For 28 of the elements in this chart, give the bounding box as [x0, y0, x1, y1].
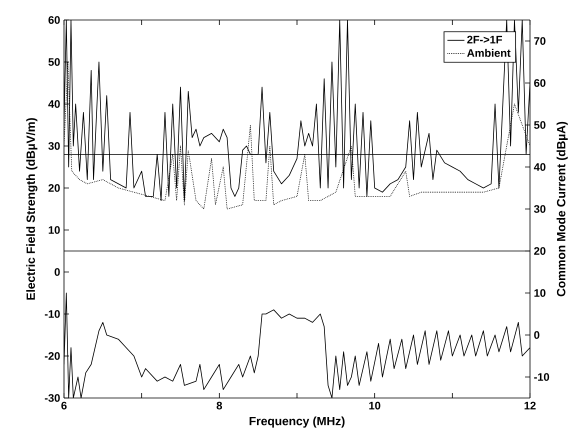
y2-tick-label: 30 [534, 205, 546, 213]
y2-axis-title: Common Mode Current (dBµA) [556, 122, 568, 296]
y-tick-label: -10 [44, 310, 60, 318]
y2-tick-label: -10 [534, 373, 550, 381]
y2-tick-label: 20 [534, 247, 546, 255]
y-tick-label: -20 [44, 352, 60, 360]
y-tick-label: 20 [48, 184, 60, 192]
x-tick-label: 12 [524, 402, 536, 410]
y-tick-label: 40 [48, 100, 60, 108]
legend-label: 2F->1F [467, 36, 502, 44]
y2-tick-label: 50 [534, 121, 546, 129]
legend-label: Ambient [467, 48, 511, 57]
x-tick-label: 8 [216, 402, 222, 410]
y2-tick-label: 70 [534, 37, 546, 45]
y2-tick-label: 10 [534, 289, 546, 297]
x-tick-label: 10 [369, 402, 380, 410]
x-tick-label: 6 [61, 402, 67, 410]
y-axis-title: Electric Field Strength (dBµV/m) [26, 118, 38, 300]
y2-tick-label: 0 [534, 331, 540, 339]
y-tick-label: 50 [48, 58, 60, 66]
y2-tick-label: 60 [534, 79, 546, 87]
y-tick-label: 10 [48, 226, 60, 234]
y-tick-label: 0 [54, 268, 60, 276]
y-tick-label: -30 [44, 394, 60, 402]
y2-tick-label: 40 [534, 163, 546, 171]
y-tick-label: 60 [48, 16, 60, 24]
x-axis-title: Frequency (MHz) [250, 416, 345, 428]
y-tick-label: 30 [48, 142, 60, 150]
